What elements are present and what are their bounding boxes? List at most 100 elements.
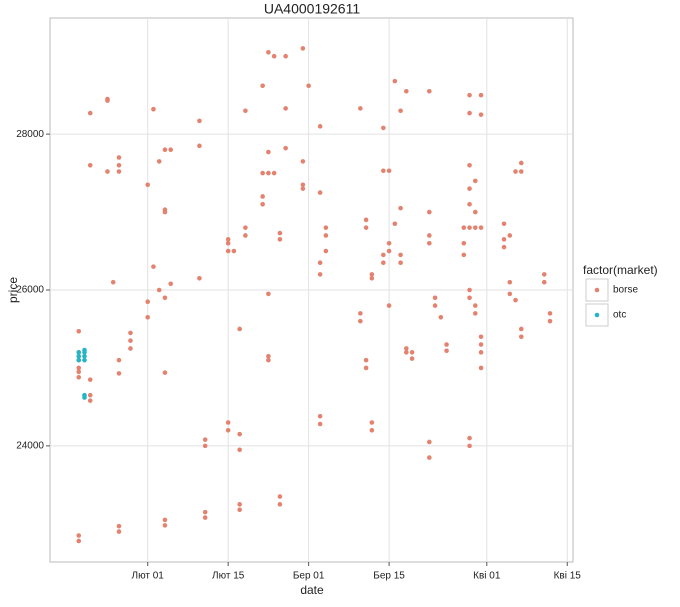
point — [507, 233, 513, 238]
point — [128, 346, 133, 351]
x-tick-label: Кві 15 — [554, 571, 582, 582]
point — [404, 350, 409, 355]
point — [518, 334, 524, 340]
point — [162, 370, 168, 375]
x-tick-label: Бер 15 — [373, 571, 405, 582]
point — [82, 357, 87, 363]
point — [398, 205, 403, 211]
point — [444, 342, 449, 347]
point — [145, 299, 151, 304]
point — [76, 533, 82, 538]
point — [116, 529, 122, 534]
point — [87, 392, 93, 398]
point — [300, 186, 306, 191]
point — [478, 92, 484, 98]
point — [116, 371, 122, 376]
point — [237, 431, 242, 437]
point — [381, 168, 386, 174]
point — [323, 225, 329, 230]
point — [105, 169, 110, 174]
point — [128, 330, 133, 336]
point — [501, 221, 507, 227]
point — [231, 248, 237, 254]
point — [467, 163, 472, 168]
point — [162, 517, 168, 523]
point — [501, 244, 507, 250]
point — [237, 447, 242, 453]
point — [381, 252, 386, 258]
point — [145, 314, 151, 320]
point — [151, 106, 156, 112]
point — [116, 163, 122, 168]
point — [427, 209, 432, 215]
point — [427, 455, 432, 460]
point — [438, 314, 444, 320]
point — [202, 437, 208, 442]
legend-label: borse — [613, 285, 638, 296]
point — [461, 252, 467, 258]
point — [513, 297, 518, 303]
point — [317, 272, 323, 277]
point — [87, 377, 93, 382]
point — [369, 420, 375, 425]
point — [547, 318, 553, 324]
point — [363, 365, 369, 371]
point — [467, 92, 472, 98]
point — [283, 53, 288, 59]
point — [323, 233, 329, 238]
point — [358, 318, 363, 324]
point — [300, 46, 306, 51]
point — [478, 350, 484, 355]
point — [116, 155, 122, 160]
point — [277, 494, 283, 499]
point — [518, 169, 524, 174]
legend-marker — [594, 312, 600, 318]
point — [76, 374, 82, 380]
point — [363, 357, 369, 363]
point — [358, 311, 363, 316]
point — [76, 329, 82, 334]
y-axis-label: price — [6, 277, 20, 303]
point — [363, 225, 369, 230]
legend-label: otc — [613, 310, 626, 321]
point — [547, 311, 553, 316]
point — [76, 365, 82, 371]
point — [404, 88, 409, 94]
point — [225, 420, 231, 425]
point — [541, 279, 547, 285]
point — [116, 357, 122, 363]
point — [478, 225, 484, 230]
point — [467, 225, 472, 230]
point — [225, 240, 231, 246]
point — [369, 276, 375, 281]
point — [467, 201, 472, 207]
point — [427, 88, 432, 94]
point — [467, 443, 472, 449]
point — [237, 507, 242, 513]
point — [168, 281, 173, 287]
point — [300, 159, 306, 164]
x-axis-label: date — [300, 583, 324, 597]
point — [472, 209, 478, 215]
point — [386, 303, 392, 308]
point — [197, 276, 202, 281]
point — [392, 78, 398, 84]
point — [478, 334, 484, 340]
point — [105, 98, 110, 103]
point — [467, 287, 472, 293]
point — [116, 523, 122, 529]
point — [156, 159, 162, 164]
point — [386, 168, 392, 174]
point — [427, 240, 432, 246]
y-tick-label: 28000 — [16, 129, 44, 140]
point — [266, 353, 271, 359]
point — [243, 225, 248, 230]
point — [472, 311, 478, 316]
point — [358, 106, 363, 111]
point — [386, 240, 392, 246]
point — [266, 357, 271, 363]
point — [478, 112, 484, 117]
point — [225, 237, 231, 242]
point — [266, 291, 271, 297]
point — [277, 502, 283, 507]
